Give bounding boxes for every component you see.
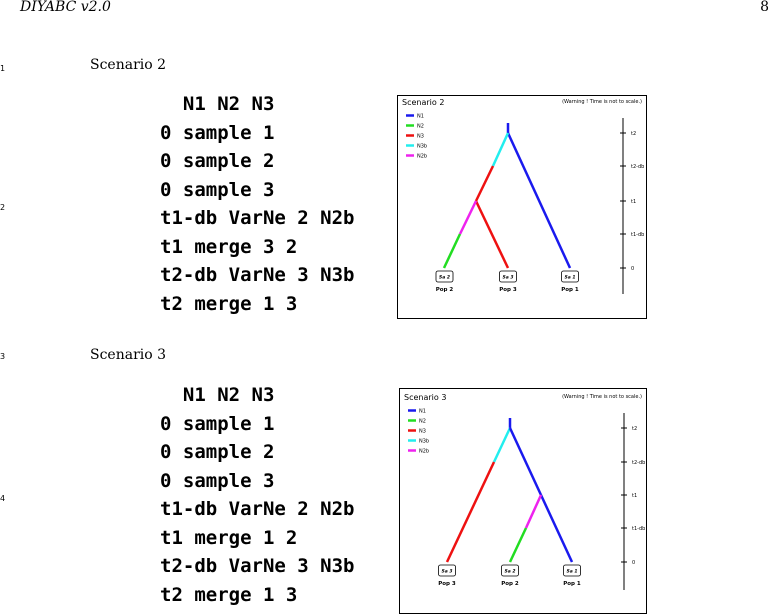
legend-label: N3 <box>417 134 424 140</box>
scenario-2-figure: Scenario 2 (Warning ! Time is not to sca… <box>397 95 647 319</box>
scenario-2-code: N1 N2 N3 0 sample 1 0 sample 2 0 sample … <box>160 90 354 318</box>
code-line: 0 sample 1 <box>160 121 275 144</box>
time-tick-label: 0 <box>631 266 634 272</box>
code-line: 0 sample 1 <box>160 412 275 435</box>
time-tick-label: 0 <box>632 560 635 566</box>
sample-box-label: Sa 3 <box>442 569 453 575</box>
sample-box <box>501 564 519 577</box>
legend-label: N2 <box>419 419 426 425</box>
branch-n3b <box>491 132 510 167</box>
branch-n1-ancestral <box>508 427 543 496</box>
sample-box-label: Sa 1 <box>567 569 578 575</box>
line-number-4: 4 <box>0 494 6 503</box>
time-tick-label: t1 <box>632 493 637 499</box>
branch-pop-1 <box>539 494 574 563</box>
code-line: 0 sample 2 <box>160 150 275 172</box>
code-line: t2-db VarNe 3 N3b <box>160 264 355 286</box>
tree-branches <box>445 418 574 563</box>
sample-box <box>499 270 517 283</box>
population-label: Pop 1 <box>561 287 579 293</box>
code-line: 0 sample 3 <box>160 178 275 201</box>
scenario-3-tree: Scenario 3 (Warning ! Time is not to sca… <box>404 393 645 590</box>
branch-n3-ancestral <box>474 165 495 202</box>
time-axis: t2 t2-db t1 t1-db 0 <box>620 118 644 294</box>
legend-label: N3b <box>417 144 427 150</box>
code-line: t1-db VarNe 2 N2b <box>160 498 355 520</box>
time-axis: t2 t2-db t1 t1-db 0 <box>621 413 645 590</box>
sample-box <box>435 270 454 283</box>
branch-n2b <box>524 494 543 529</box>
sample-box <box>563 564 581 577</box>
sample-nodes: Sa 3 Pop 3 Sa 2 Pop 2 Sa 1 Pop 1 <box>438 564 581 587</box>
branch-pop-2 <box>508 527 528 563</box>
branch-pop-1 <box>506 132 572 269</box>
sample-box-label: Sa 2 <box>439 275 450 281</box>
scenario-2-heading: Scenario 2 <box>90 57 167 73</box>
code-line: t2-db VarNe 3 N3b <box>160 555 355 577</box>
legend: N1 N2 N3 N3b N2b <box>406 114 427 160</box>
code-line: 0 sample 3 <box>160 469 275 492</box>
sample-box-label: Sa 1 <box>565 275 576 281</box>
code-line: t1 merge 1 2 <box>160 526 298 549</box>
page-number: 8 <box>760 0 769 15</box>
code-line: N1 N2 N3 <box>160 384 275 406</box>
population-label: Pop 1 <box>563 581 581 587</box>
figure-title: Scenario 2 <box>402 98 444 107</box>
sample-box-label: Sa 2 <box>505 569 516 575</box>
sample-nodes: Sa 2 Pop 2 Sa 3 Pop 3 Sa 1 Pop 1 <box>435 270 579 293</box>
branch-pop-3 <box>474 200 510 269</box>
time-tick-label: t2 <box>631 131 636 137</box>
branch-n3b <box>492 427 512 463</box>
scale-warning: (Warning ! Time is not to scale.) <box>562 99 642 105</box>
tree-branches <box>442 123 572 269</box>
scenario-3-figure: Scenario 3 (Warning ! Time is not to sca… <box>399 388 647 614</box>
legend-label: N3 <box>419 429 426 435</box>
code-line: t1-db VarNe 2 N2b <box>160 207 355 229</box>
scenario-3-heading: Scenario 3 <box>90 347 167 363</box>
time-tick-label: t2 <box>632 426 637 432</box>
line-number-2: 2 <box>0 203 6 212</box>
branch-n2b <box>458 200 478 235</box>
scale-warning: (Warning ! Time is not to scale.) <box>562 394 642 400</box>
legend-label: N2b <box>419 449 429 455</box>
running-header-title: DIYABC v2.0 <box>20 0 111 15</box>
time-tick-label: t2-db <box>631 164 644 170</box>
code-line: N1 N2 N3 <box>160 93 275 115</box>
legend-label: N2 <box>417 124 424 130</box>
code-line: 0 sample 2 <box>160 441 275 463</box>
legend-label: N1 <box>417 114 424 120</box>
figure-title: Scenario 3 <box>404 393 446 402</box>
sample-box <box>438 564 456 577</box>
code-line: t2 merge 1 3 <box>160 583 298 606</box>
population-label: Pop 3 <box>438 581 456 587</box>
time-tick-label: t1-db <box>632 526 645 532</box>
sample-box-label: Sa 3 <box>503 275 514 281</box>
legend-label: N3b <box>419 439 429 445</box>
legend-label: N2b <box>417 154 427 160</box>
branch-pop-2 <box>442 233 462 269</box>
branch-pop-3 <box>445 461 496 563</box>
time-tick-label: t1 <box>631 199 636 205</box>
population-label: Pop 3 <box>499 287 517 293</box>
line-number-1: 1 <box>0 64 6 73</box>
scenario-3-code: N1 N2 N3 0 sample 1 0 sample 2 0 sample … <box>160 381 354 609</box>
scenario-2-tree: Scenario 2 (Warning ! Time is not to sca… <box>402 98 644 294</box>
legend-label: N1 <box>419 409 426 415</box>
time-tick-label: t1-db <box>631 232 644 238</box>
code-line: t2 merge 1 3 <box>160 292 298 315</box>
legend: N1 N2 N3 N3b N2b <box>408 409 429 455</box>
code-line: t1 merge 3 2 <box>160 235 298 258</box>
population-label: Pop 2 <box>501 581 519 587</box>
population-label: Pop 2 <box>436 287 454 293</box>
line-number-3: 3 <box>0 352 6 361</box>
sample-box <box>561 270 579 283</box>
time-tick-label: t2-db <box>632 460 645 466</box>
